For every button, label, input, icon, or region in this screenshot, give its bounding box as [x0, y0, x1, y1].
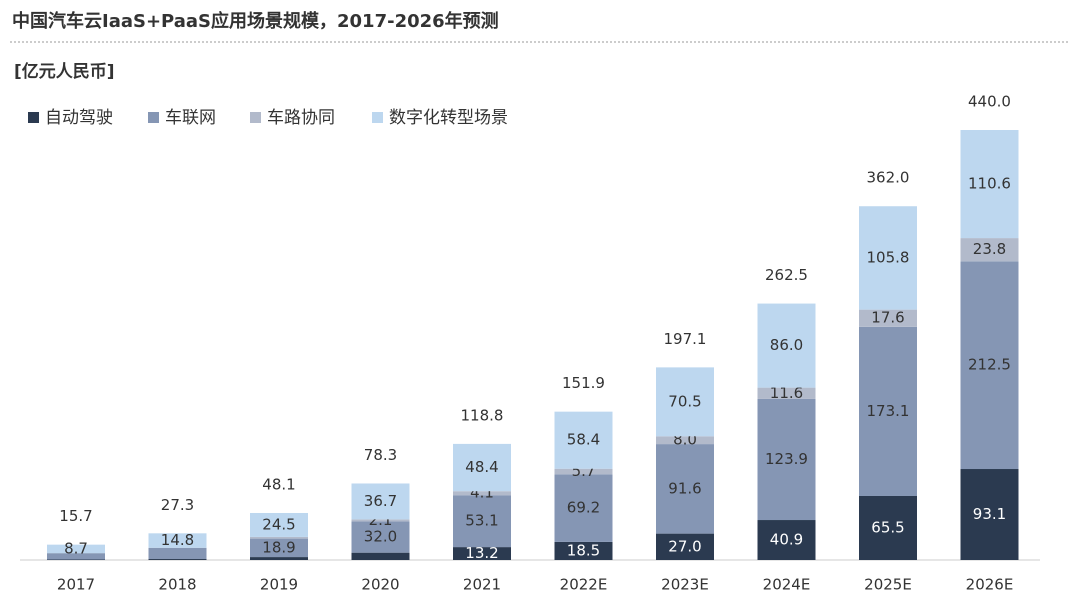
value-label: 17.6 — [871, 309, 904, 327]
value-label: 18.5 — [567, 541, 600, 559]
value-label: 13.2 — [465, 544, 498, 562]
value-label: 65.5 — [871, 518, 904, 536]
total-label: 15.7 — [59, 507, 92, 525]
value-label: 11.6 — [770, 384, 803, 402]
bar-segment — [453, 547, 511, 560]
bar-segment — [148, 547, 207, 560]
total-label: 197.1 — [664, 330, 707, 348]
bar-segment — [148, 533, 207, 548]
bar-segment — [47, 544, 105, 554]
bar-segment — [250, 512, 308, 537]
value-label: 110.6 — [968, 175, 1011, 193]
bar-segment — [554, 541, 613, 560]
total-label: 262.5 — [765, 266, 808, 284]
bar-segment — [453, 443, 511, 492]
total-label: 440.0 — [968, 93, 1011, 111]
bar-segment — [656, 367, 714, 437]
x-tick-label: 2020 — [361, 576, 399, 594]
value-label: 53.1 — [465, 512, 498, 530]
total-label: 362.0 — [867, 169, 910, 187]
bar-segment — [960, 469, 1019, 560]
bar-segment — [960, 261, 1019, 470]
value-label: 18.9 — [262, 538, 295, 556]
value-label: 69.2 — [567, 499, 600, 517]
bar-segment — [554, 474, 613, 542]
value-label: 86.0 — [770, 336, 803, 354]
bar-segment — [757, 520, 816, 560]
chart-title: 中国汽车云IaaS+PaaS应用场景规模，2017-2026年预测 — [12, 10, 499, 32]
legend-swatch — [28, 112, 39, 123]
value-label: 24.5 — [262, 515, 295, 533]
bar-segment — [351, 519, 410, 522]
bar-segment — [250, 538, 308, 558]
x-tick-label: 2026E — [966, 576, 1014, 594]
value-label: 14.8 — [161, 531, 194, 549]
x-tick-label: 2021 — [463, 576, 501, 594]
value-label: 123.9 — [765, 450, 808, 468]
value-label: 173.1 — [867, 402, 910, 420]
legend-swatch — [372, 112, 383, 123]
bar-segment — [757, 303, 816, 388]
legend-swatch — [148, 112, 159, 123]
value-label: 40.9 — [770, 531, 803, 549]
unit-label: [亿元人民币] — [14, 61, 115, 82]
value-label: 93.1 — [973, 505, 1006, 523]
value-label: 8.7 — [64, 539, 88, 557]
bar-segment — [351, 521, 410, 553]
bar-segment — [351, 552, 410, 560]
value-label: 48.4 — [465, 458, 498, 476]
bar-segment — [453, 495, 511, 548]
legend-label: 车联网 — [165, 108, 216, 128]
x-tick-label: 2025E — [864, 576, 912, 594]
bar-segment — [453, 491, 511, 496]
value-label: 23.8 — [973, 240, 1006, 258]
total-label: 78.3 — [364, 446, 397, 464]
value-label: 27.0 — [668, 537, 701, 555]
value-label: 36.7 — [364, 492, 397, 510]
legend-label: 车路协同 — [267, 108, 335, 128]
bar-segment — [757, 398, 816, 521]
x-tick-label: 2019 — [260, 576, 298, 594]
total-label: 151.9 — [562, 374, 605, 392]
value-label: 32.0 — [364, 528, 397, 546]
legend-swatch — [250, 112, 261, 123]
value-label: 212.5 — [968, 356, 1011, 374]
x-tick-label: 2024E — [763, 576, 811, 594]
bar-segment — [554, 411, 613, 469]
value-label: 91.6 — [668, 479, 701, 497]
x-tick-label: 2018 — [158, 576, 196, 594]
legend-label: 自动驾驶 — [45, 108, 113, 128]
bar-segment — [859, 495, 917, 560]
total-label: 118.8 — [461, 406, 504, 424]
value-label: 70.5 — [668, 392, 701, 410]
bar-segment — [656, 533, 714, 560]
bar-segment — [859, 309, 917, 327]
value-label: 58.4 — [567, 431, 600, 449]
bar-segment — [656, 444, 714, 534]
bar-segment — [656, 436, 714, 445]
bar-segment — [250, 536, 308, 539]
bar-segment — [47, 553, 105, 560]
bar-segment — [960, 238, 1019, 262]
bar-segment — [351, 483, 410, 520]
total-label: 48.1 — [262, 475, 295, 493]
bar-segment — [757, 387, 816, 399]
bar-segment — [960, 130, 1019, 239]
bar-segment — [250, 557, 308, 560]
x-tick-label: 2022E — [560, 576, 608, 594]
legend-label: 数字化转型场景 — [389, 108, 508, 128]
x-tick-label: 2017 — [57, 576, 95, 594]
bar-segment — [859, 326, 917, 496]
bar-segment — [859, 206, 917, 310]
x-tick-label: 2023E — [661, 576, 709, 594]
total-label: 27.3 — [161, 496, 194, 514]
bar-segment — [148, 559, 207, 560]
bar-segment — [554, 468, 613, 475]
value-label: 105.8 — [867, 248, 910, 266]
